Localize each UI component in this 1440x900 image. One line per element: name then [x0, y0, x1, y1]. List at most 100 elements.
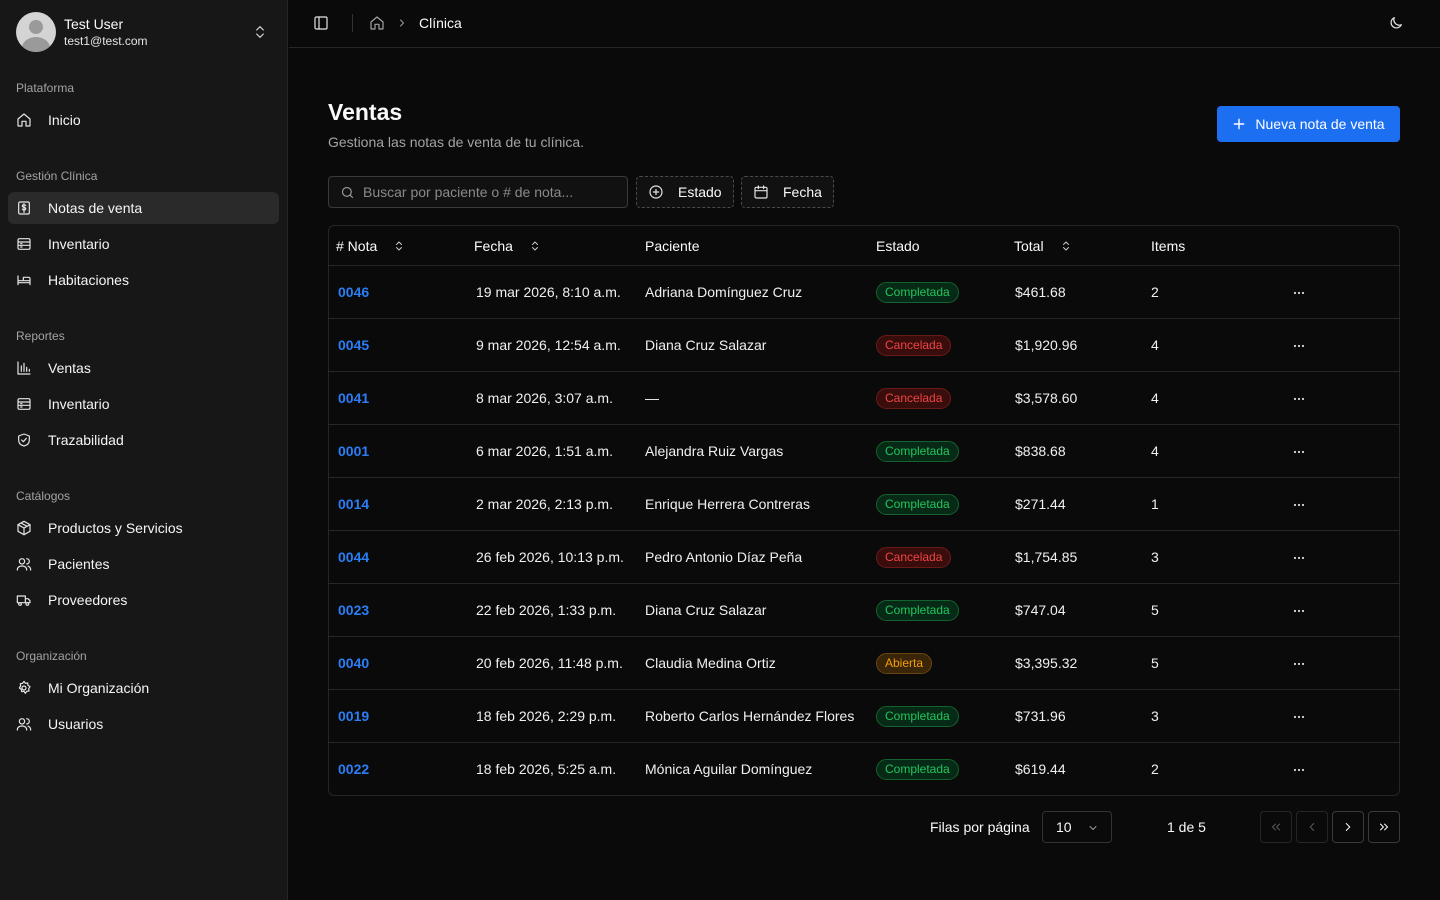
column-estado: Estado: [876, 238, 920, 254]
filter-estado-button[interactable]: Estado: [636, 176, 734, 208]
home-icon[interactable]: [369, 15, 385, 31]
moon-icon[interactable]: [1388, 15, 1404, 31]
table-row[interactable]: 0045 9 mar 2026, 12:54 a.m. Diana Cruz Sal…: [329, 319, 1399, 372]
group-label-plataforma: Plataforma: [16, 81, 75, 95]
more-actions-icon[interactable]: [1291, 497, 1307, 513]
filter-fecha-label: Fecha: [783, 184, 822, 200]
sidebar-item-inventario-reporte[interactable]: Inventario: [8, 388, 279, 420]
cell-total: $619.44: [1015, 761, 1066, 777]
cell-nota[interactable]: 0044: [338, 549, 370, 565]
cell-fecha: 26 feb 2026, 10:13 p.m.: [476, 549, 624, 565]
cell-paciente: Diana Cruz Salazar: [645, 337, 767, 353]
chevron-left-icon: [1309, 822, 1315, 832]
rows-per-page-select[interactable]: 10: [1042, 811, 1112, 843]
cell-nota[interactable]: 0019: [338, 708, 370, 724]
previous-page-button[interactable]: [1296, 811, 1328, 843]
sidebar-item-label: Inventario: [48, 396, 110, 412]
column-fecha[interactable]: Fecha: [474, 238, 541, 254]
sidebar-item-productos-y-servicios[interactable]: Productos y Servicios: [8, 512, 279, 544]
calendar-icon: [754, 185, 768, 199]
sidebar-item-notas-de-venta[interactable]: Notas de venta: [8, 192, 279, 224]
sidebar-item-inicio[interactable]: Inicio: [8, 104, 279, 136]
table-row[interactable]: 0023 22 feb 2026, 1:33 p.m. Diana Cruz Sal…: [329, 584, 1399, 637]
cell-nota[interactable]: 0045: [338, 337, 370, 353]
cell-total: $731.96: [1015, 708, 1066, 724]
search-field[interactable]: [328, 176, 628, 208]
search-input[interactable]: [363, 184, 603, 200]
cell-nota[interactable]: 0041: [338, 390, 370, 406]
sidebar-item-ventas[interactable]: Ventas: [8, 352, 279, 384]
column-total[interactable]: Total: [1014, 238, 1072, 254]
new-sales-note-button[interactable]: Nueva nota de venta: [1217, 106, 1400, 142]
cell-total: $1,754.85: [1015, 549, 1078, 565]
group-label-catalogos: Catálogos: [16, 489, 71, 503]
sidebar-item-label: Usuarios: [48, 716, 104, 732]
cell-nota[interactable]: 0040: [338, 655, 370, 671]
cell-nota[interactable]: 0022: [338, 761, 370, 777]
rows-per-page-value: 10: [1056, 819, 1072, 835]
sidebar-item-usuarios[interactable]: Usuarios: [8, 708, 279, 740]
topbar: Clínica: [289, 0, 1440, 48]
status-badge: Completada: [876, 706, 959, 727]
cell-nota[interactable]: 0046: [338, 284, 370, 300]
bed-icon: [17, 275, 31, 286]
first-page-button[interactable]: [1260, 811, 1292, 843]
cell-items: 3: [1151, 549, 1159, 565]
search-icon: [341, 186, 354, 198]
sidebar-toggle-icon[interactable]: [313, 15, 329, 31]
sidebar-item-pacientes[interactable]: Pacientes: [8, 548, 279, 580]
sidebar-item-mi-organizacion[interactable]: Mi Organización: [8, 672, 279, 704]
user-switcher[interactable]: Test User test1@test.com: [16, 12, 280, 52]
last-page-button[interactable]: [1368, 811, 1400, 843]
sidebar-item-proveedores[interactable]: Proveedores: [8, 584, 279, 616]
table-row[interactable]: 0019 18 feb 2026, 2:29 p.m. Roberto Carlos…: [329, 690, 1399, 743]
page-info: 1 de 5: [1167, 819, 1206, 835]
bar-chart-icon: [17, 361, 31, 375]
sidebar-item-habitaciones[interactable]: Habitaciones: [8, 264, 279, 296]
more-actions-icon[interactable]: [1291, 603, 1307, 619]
next-page-button[interactable]: [1332, 811, 1364, 843]
cell-total: $1,920.96: [1015, 337, 1078, 353]
more-actions-icon[interactable]: [1291, 391, 1307, 407]
cell-total: $271.44: [1015, 496, 1066, 512]
more-actions-icon[interactable]: [1291, 444, 1307, 460]
table-row[interactable]: 0022 18 feb 2026, 5:25 a.m. Mónica Aguilar…: [329, 743, 1399, 796]
more-actions-icon[interactable]: [1291, 338, 1307, 354]
more-actions-icon[interactable]: [1291, 709, 1307, 725]
table-row[interactable]: 0041 8 mar 2026, 3:07 a.m. — $3,578.60 4 Canc…: [329, 372, 1399, 425]
table-row[interactable]: 0044 26 feb 2026, 10:13 p.m. Pedro Antonio…: [329, 531, 1399, 584]
table-row[interactable]: 0040 20 feb 2026, 11:48 p.m. Claudia Medin…: [329, 637, 1399, 690]
cell-paciente: —: [645, 390, 659, 406]
cell-items: 4: [1151, 337, 1159, 353]
status-badge: Completada: [876, 282, 959, 303]
status-badge: Completada: [876, 441, 959, 462]
more-actions-icon[interactable]: [1291, 285, 1307, 301]
archive-icon: [17, 398, 31, 410]
chevrons-up-down-icon: [256, 26, 264, 38]
filter-fecha-button[interactable]: Fecha: [741, 176, 834, 208]
more-actions-icon[interactable]: [1291, 762, 1307, 778]
sidebar-item-label: Productos y Servicios: [48, 520, 183, 536]
user-name: Test User: [64, 15, 124, 32]
gear-icon: [18, 680, 31, 694]
receipt-icon: [18, 201, 30, 215]
table-row[interactable]: 0046 19 mar 2026, 8:10 a.m. Adriana Domíng…: [329, 266, 1399, 319]
cell-total: $747.04: [1015, 602, 1066, 618]
table-row[interactable]: 0001 6 mar 2026, 1:51 a.m. Alejandra Ruiz …: [329, 425, 1399, 478]
column-nota[interactable]: # Nota: [336, 238, 405, 254]
sidebar-item-label: Inventario: [48, 236, 110, 252]
sidebar-item-trazabilidad[interactable]: Trazabilidad: [8, 424, 279, 456]
cell-items: 5: [1151, 655, 1159, 671]
cell-paciente: Mónica Aguilar Domínguez: [645, 761, 813, 777]
cell-nota[interactable]: 0001: [338, 443, 370, 459]
divider: [352, 14, 353, 32]
chevron-right-icon: [400, 19, 404, 27]
sidebar-item-inventario[interactable]: Inventario: [8, 228, 279, 260]
cell-paciente: Roberto Carlos Hernández Flores: [645, 708, 855, 724]
more-actions-icon[interactable]: [1291, 656, 1307, 672]
more-actions-icon[interactable]: [1291, 550, 1307, 566]
cell-nota[interactable]: 0023: [338, 602, 370, 618]
cell-paciente: Adriana Domínguez Cruz: [645, 284, 803, 300]
table-row[interactable]: 0014 2 mar 2026, 2:13 p.m. Enrique Herrera…: [329, 478, 1399, 531]
cell-nota[interactable]: 0014: [338, 496, 370, 512]
